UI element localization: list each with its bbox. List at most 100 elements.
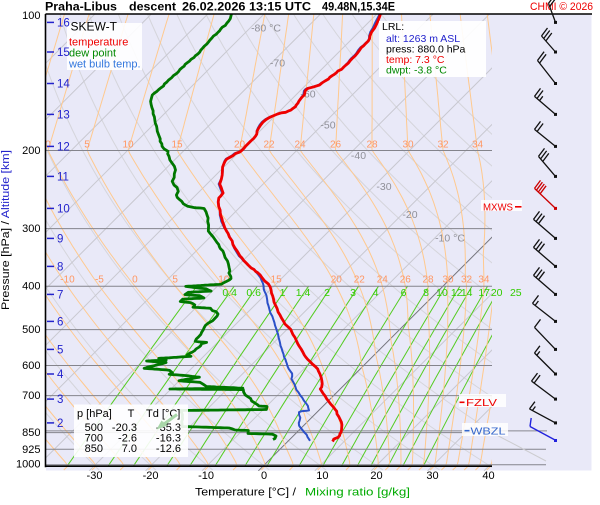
svg-text:34: 34 [472,140,484,151]
svg-text:7: 7 [57,289,63,301]
svg-text:24: 24 [377,275,389,286]
svg-text:-12.6: -12.6 [156,443,181,455]
svg-text:300: 300 [22,223,40,235]
svg-text:34: 34 [478,275,490,286]
svg-text:MXWS: MXWS [483,202,513,214]
svg-text:2: 2 [324,287,330,299]
svg-text:100: 100 [22,10,40,22]
svg-text:-80 °C: -80 °C [251,23,281,35]
svg-text:11: 11 [57,171,69,183]
svg-text:10: 10 [122,140,134,151]
svg-text:-40: -40 [351,150,366,162]
svg-text:press: 880.0 hPa: press: 880.0 hPa [386,44,466,56]
svg-text:Pressure [hPa] / Altitude [k: Pressure [hPa] / Altitude [km] [0,150,12,310]
svg-text:500: 500 [22,324,40,336]
svg-text:9: 9 [57,233,63,245]
svg-text:24: 24 [294,140,306,151]
svg-text:5: 5 [84,140,90,151]
svg-text:0.4: 0.4 [222,287,237,299]
svg-text:20: 20 [370,470,382,482]
svg-text:26: 26 [330,140,342,151]
svg-text:26: 26 [400,275,412,286]
svg-text:temperature: temperature [69,37,128,49]
svg-text:15: 15 [171,140,183,151]
svg-text:28: 28 [366,140,378,151]
svg-text:12: 12 [451,287,463,299]
svg-text:Temperature [°C] /: Temperature [°C] / [195,487,297,499]
svg-text:5: 5 [57,344,63,356]
svg-text:dwpt: -3.8 °C: dwpt: -3.8 °C [386,65,447,77]
svg-text:7.0: 7.0 [122,443,137,455]
svg-text:30: 30 [442,275,454,286]
svg-text:1000: 1000 [16,459,40,471]
svg-text:28: 28 [422,275,434,286]
svg-text:25: 25 [510,287,522,299]
svg-text:SKEW-T: SKEW-T [71,20,118,34]
svg-text:13: 13 [57,109,70,121]
svg-text:4: 4 [57,369,64,381]
svg-text:-10 °C: -10 °C [435,233,465,245]
svg-text:700: 700 [85,433,103,445]
svg-text:15: 15 [271,275,283,286]
svg-text:LRL:: LRL: [382,21,404,33]
svg-text:10: 10 [57,203,70,215]
svg-text:32: 32 [461,275,473,286]
svg-text:0: 0 [261,470,267,482]
svg-text:0: 0 [132,275,138,286]
svg-text:500: 500 [85,422,103,434]
svg-text:10: 10 [218,275,230,286]
svg-text:40: 40 [482,470,494,482]
svg-text:3: 3 [57,394,63,406]
svg-text:16: 16 [57,17,70,29]
svg-text:-5: -5 [95,275,104,286]
svg-text:49.48N,15.34E: 49.48N,15.34E [322,2,395,14]
svg-text:600: 600 [22,360,40,372]
svg-text:200: 200 [22,145,40,157]
svg-text:14: 14 [57,79,70,91]
svg-text:WBZL: WBZL [471,425,506,437]
svg-text:-16.3: -16.3 [156,433,181,445]
svg-text:4: 4 [373,287,379,299]
svg-text:-20: -20 [143,470,159,482]
svg-text:1: 1 [280,287,286,299]
svg-text:20: 20 [234,140,246,151]
svg-text:850: 850 [85,443,103,455]
svg-text:CHMI © 2026: CHMI © 2026 [530,1,593,13]
svg-text:17: 17 [478,287,490,299]
svg-text:dew point: dew point [69,48,116,60]
svg-text:2: 2 [57,418,63,430]
svg-text:p [hPa]: p [hPa] [77,408,112,420]
svg-text:descent: descent [129,2,176,14]
svg-text:0.6: 0.6 [246,287,261,299]
svg-text:22: 22 [354,275,366,286]
svg-text:-10: -10 [60,275,75,286]
svg-text:14: 14 [461,287,473,299]
svg-text:10: 10 [316,470,328,482]
svg-text:20: 20 [331,275,343,286]
svg-text:T: T [128,408,135,420]
svg-text:-70: -70 [270,58,285,70]
svg-text:-50: -50 [320,120,335,132]
svg-text:-30: -30 [376,181,391,193]
svg-text:26.02.2026 13:15 UTC: 26.02.2026 13:15 UTC [182,2,311,14]
svg-text:15: 15 [57,47,70,59]
svg-text:30: 30 [402,140,414,151]
svg-text:FZLV: FZLV [466,397,497,409]
svg-text:6: 6 [57,316,63,328]
svg-text:8: 8 [423,287,429,299]
svg-text:12: 12 [57,141,70,153]
svg-text:700: 700 [22,390,40,402]
svg-text:3: 3 [350,287,356,299]
svg-text:0: 0 [45,140,51,151]
svg-text:alt: 1263 m ASL: alt: 1263 m ASL [386,33,460,45]
svg-text:400: 400 [22,281,40,293]
svg-text:-2.6: -2.6 [118,433,137,445]
svg-text:-10: -10 [198,470,214,482]
svg-text:8: 8 [57,261,63,273]
svg-text:850: 850 [22,427,40,439]
svg-text:wet bulb temp.: wet bulb temp. [68,59,141,71]
svg-text:-20: -20 [402,209,417,221]
svg-text:-20.3: -20.3 [112,422,137,434]
svg-text:6: 6 [401,287,407,299]
svg-text:-30: -30 [87,470,103,482]
